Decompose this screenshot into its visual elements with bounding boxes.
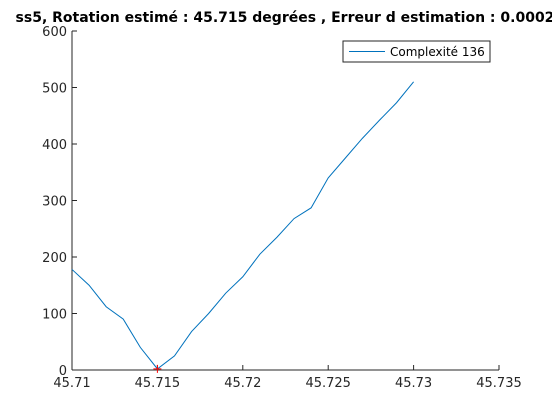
- y-tick-label: 300: [42, 195, 67, 210]
- x-tick-label: 45.725: [305, 376, 351, 391]
- chart-title: ss5, Rotation estimé : 45.715 degrées , …: [16, 10, 552, 26]
- x-tick-label: 45.715: [135, 376, 181, 391]
- legend-box: [342, 40, 491, 63]
- x-tick-label: 45.71: [53, 376, 90, 391]
- legend-entry-label: Complexité 136: [390, 45, 485, 59]
- x-tick-label: 45.72: [224, 376, 261, 391]
- y-tick-label: 400: [42, 138, 67, 153]
- y-tick-label: 0: [59, 364, 67, 379]
- x-tick-label: 45.735: [476, 376, 522, 391]
- series-line: [71, 81, 414, 370]
- x-tick-label: 45.73: [395, 376, 432, 391]
- y-tick-label: 500: [42, 82, 67, 97]
- y-tick-label: 200: [42, 251, 67, 266]
- y-tick-label: 100: [42, 308, 67, 323]
- plot-layer: 45.71 45.715 45.72 45.725 45.73 45.735 0 100 200…: [42, 25, 522, 391]
- y-tick-label: 600: [42, 25, 67, 40]
- legend: Complexité 136: [342, 40, 491, 63]
